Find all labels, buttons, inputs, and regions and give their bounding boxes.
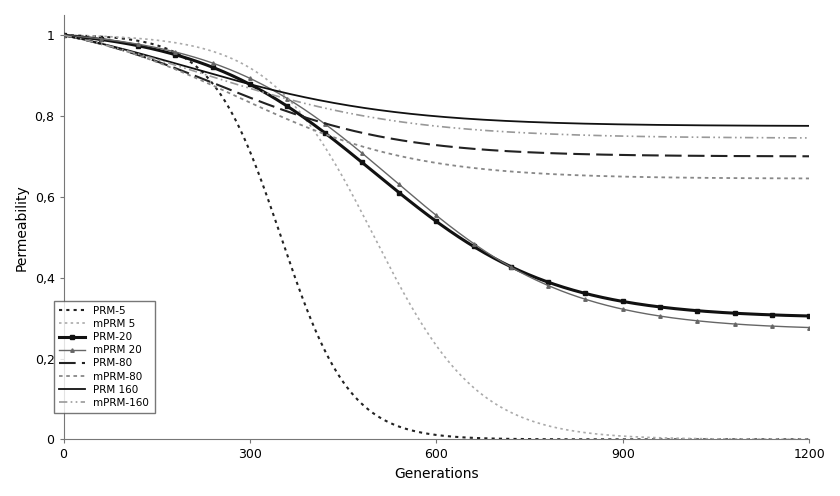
PRM-20 [630, 301, 640, 307]
PRM-20 [228, 73, 239, 79]
mPRM 5 [527, 418, 537, 424]
mPRM 20 [293, 103, 303, 109]
Line: PRM-20: PRM-20 [62, 33, 811, 318]
PRM-80 [553, 150, 563, 156]
mPRM-80 [228, 92, 239, 98]
PRM-20 [293, 111, 303, 117]
mPRM-80 [630, 174, 640, 180]
Line: mPRM 20: mPRM 20 [62, 33, 811, 329]
PRM 160 [293, 93, 303, 99]
mPRM-80 [59, 32, 69, 38]
PRM 160 [59, 32, 69, 38]
PRM 160 [804, 123, 814, 129]
mPRM 5 [228, 57, 239, 62]
Line: mPRM 5: mPRM 5 [64, 35, 809, 439]
mPRM-160 [305, 102, 315, 108]
Y-axis label: Permeability: Permeability [15, 184, 29, 271]
mPRM-80 [293, 121, 303, 127]
mPRM 20 [804, 324, 814, 330]
PRM-20 [59, 32, 69, 38]
PRM-5 [804, 436, 814, 442]
PRM-5 [527, 436, 537, 442]
Legend: PRM-5, mPRM 5, PRM-20, mPRM 20, PRM-80, mPRM-80, PRM 160, mPRM-160: PRM-5, mPRM 5, PRM-20, mPRM 20, PRM-80, … [54, 301, 155, 413]
PRM-80 [228, 88, 239, 94]
PRM 160 [228, 77, 239, 83]
Line: PRM-80: PRM-80 [64, 35, 809, 156]
PRM-20 [553, 283, 563, 289]
mPRM-160 [804, 135, 814, 141]
mPRM 20 [630, 309, 640, 315]
mPRM 5 [305, 123, 315, 128]
PRM-5 [59, 32, 69, 38]
Line: PRM-5: PRM-5 [64, 35, 809, 439]
PRM-80 [305, 116, 315, 122]
PRM-20 [305, 119, 315, 125]
mPRM 5 [630, 434, 640, 440]
mPRM-160 [527, 130, 537, 136]
PRM 160 [305, 95, 315, 101]
mPRM 5 [293, 107, 303, 113]
mPRM 20 [228, 68, 239, 74]
mPRM-160 [228, 80, 239, 86]
PRM-80 [293, 112, 303, 118]
mPRM 5 [553, 425, 563, 431]
mPRM-80 [527, 170, 537, 176]
mPRM-160 [553, 131, 563, 137]
PRM-5 [630, 436, 640, 442]
mPRM-160 [59, 32, 69, 38]
PRM 160 [527, 119, 537, 125]
PRM-20 [804, 313, 814, 319]
mPRM-80 [553, 172, 563, 178]
PRM-5 [228, 114, 239, 120]
Line: mPRM-80: mPRM-80 [64, 35, 809, 179]
PRM 160 [630, 122, 640, 127]
PRM-80 [527, 149, 537, 155]
mPRM 20 [59, 32, 69, 38]
mPRM-160 [630, 133, 640, 139]
PRM-80 [630, 152, 640, 158]
mPRM 20 [305, 111, 315, 117]
Line: mPRM-160: mPRM-160 [64, 35, 809, 138]
PRM-20 [527, 273, 537, 279]
mPRM-80 [305, 125, 315, 131]
mPRM 20 [553, 287, 563, 293]
PRM 160 [553, 120, 563, 126]
mPRM 20 [527, 275, 537, 281]
PRM-80 [804, 153, 814, 159]
PRM-5 [305, 315, 315, 321]
mPRM 5 [804, 436, 814, 442]
mPRM-160 [293, 99, 303, 105]
PRM-80 [59, 32, 69, 38]
PRM-5 [553, 436, 563, 442]
X-axis label: Generations: Generations [394, 467, 479, 481]
mPRM 5 [59, 32, 69, 38]
mPRM-80 [804, 176, 814, 182]
Line: PRM 160: PRM 160 [64, 35, 809, 126]
PRM-5 [293, 284, 303, 290]
